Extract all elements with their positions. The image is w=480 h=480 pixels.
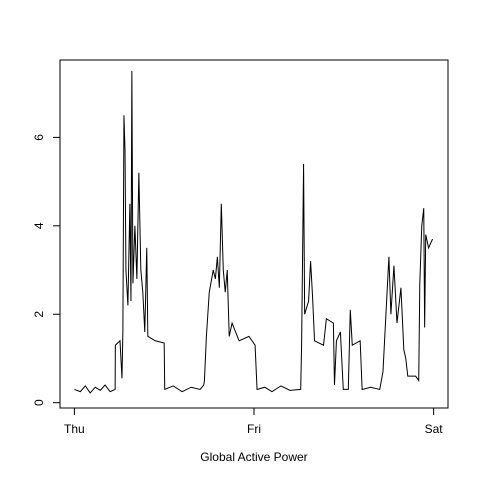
y-tick-label: 6 xyxy=(32,134,46,141)
x-tick-label: Fri xyxy=(247,422,261,436)
y-tick-label: 2 xyxy=(32,311,46,318)
x-tick-label: Thu xyxy=(64,422,85,436)
data-line xyxy=(74,71,434,394)
x-axis-label: Global Active Power xyxy=(200,450,307,464)
y-tick-label: 4 xyxy=(32,222,46,229)
y-tick-label: 0 xyxy=(32,399,46,406)
x-tick-label: Sat xyxy=(425,422,444,436)
plot-box xyxy=(59,59,449,409)
